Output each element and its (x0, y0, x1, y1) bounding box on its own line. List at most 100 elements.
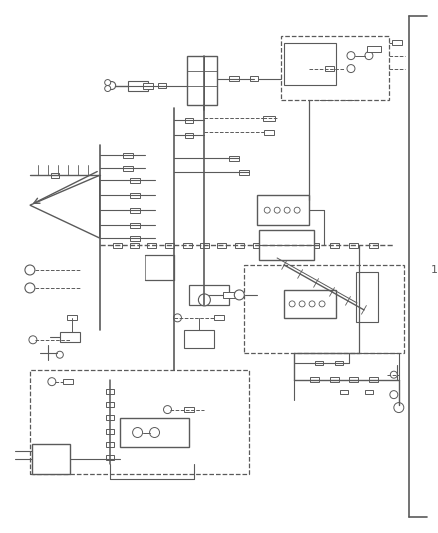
Circle shape (289, 301, 295, 307)
Bar (257, 195, 309, 225)
Circle shape (173, 314, 181, 322)
Bar (120, 417, 190, 448)
Circle shape (390, 391, 398, 399)
Circle shape (284, 207, 290, 213)
Circle shape (274, 207, 280, 213)
Circle shape (309, 301, 315, 307)
Circle shape (25, 265, 35, 275)
Bar (60, 332, 80, 342)
Bar (356, 272, 378, 322)
Circle shape (390, 371, 397, 378)
Bar (365, 390, 373, 394)
Circle shape (294, 207, 300, 213)
Bar (335, 361, 343, 365)
Circle shape (57, 351, 64, 358)
Bar (329, 243, 339, 247)
Circle shape (105, 85, 111, 92)
Bar (106, 442, 114, 447)
Circle shape (108, 82, 116, 90)
Bar (259, 230, 314, 260)
Bar (325, 66, 333, 71)
Circle shape (371, 275, 377, 281)
Bar (106, 429, 114, 434)
Circle shape (371, 302, 377, 308)
Bar (165, 243, 174, 247)
Circle shape (234, 290, 244, 300)
Bar (127, 80, 148, 91)
Circle shape (394, 402, 404, 413)
Bar (51, 173, 59, 178)
Bar (239, 170, 249, 175)
Bar (244, 265, 404, 353)
Bar (130, 208, 140, 213)
Circle shape (371, 311, 377, 317)
Circle shape (198, 294, 210, 306)
Bar (158, 83, 166, 88)
Bar (63, 379, 73, 384)
Bar (340, 390, 348, 394)
Circle shape (25, 283, 35, 293)
Bar (350, 243, 358, 247)
Bar (130, 223, 140, 228)
Bar (329, 377, 339, 382)
Bar (183, 243, 192, 247)
Bar (184, 407, 194, 412)
Bar (369, 243, 378, 247)
Bar (315, 361, 323, 365)
Bar (235, 243, 244, 247)
Circle shape (48, 378, 56, 386)
Bar (270, 243, 279, 247)
Bar (123, 153, 133, 158)
Bar (310, 243, 318, 247)
Bar (130, 178, 140, 183)
Bar (230, 156, 239, 161)
Bar (184, 330, 214, 348)
Bar (367, 46, 381, 52)
Circle shape (163, 406, 172, 414)
Bar (113, 243, 122, 247)
Circle shape (149, 427, 159, 438)
Circle shape (264, 207, 270, 213)
Bar (143, 83, 152, 88)
Bar (106, 415, 114, 420)
Bar (130, 193, 140, 198)
Bar (147, 243, 156, 247)
Bar (185, 133, 194, 138)
Bar (284, 43, 336, 85)
Bar (30, 370, 249, 474)
Bar (264, 130, 274, 135)
Circle shape (371, 293, 377, 299)
Bar (130, 236, 140, 240)
Circle shape (365, 52, 373, 60)
Bar (350, 377, 358, 382)
Circle shape (105, 79, 111, 85)
Circle shape (347, 52, 355, 60)
Bar (187, 55, 217, 106)
Bar (214, 316, 224, 320)
Bar (284, 290, 336, 318)
Bar (290, 243, 299, 247)
Circle shape (319, 301, 325, 307)
Bar (310, 377, 318, 382)
Bar (190, 285, 230, 305)
Circle shape (29, 336, 37, 344)
Bar (106, 389, 114, 394)
Bar (281, 36, 389, 101)
Circle shape (299, 301, 305, 307)
Bar (185, 118, 194, 123)
Bar (263, 116, 275, 121)
Text: 1: 1 (431, 265, 438, 275)
Bar (230, 76, 239, 81)
Bar (250, 76, 258, 81)
Circle shape (347, 64, 355, 72)
Bar (123, 166, 133, 171)
Circle shape (371, 284, 377, 290)
Bar (106, 455, 114, 460)
Bar (32, 445, 70, 474)
Bar (200, 243, 209, 247)
Bar (253, 243, 262, 247)
Bar (67, 316, 77, 320)
Bar (369, 377, 378, 382)
Circle shape (133, 427, 143, 438)
Bar (223, 292, 235, 298)
